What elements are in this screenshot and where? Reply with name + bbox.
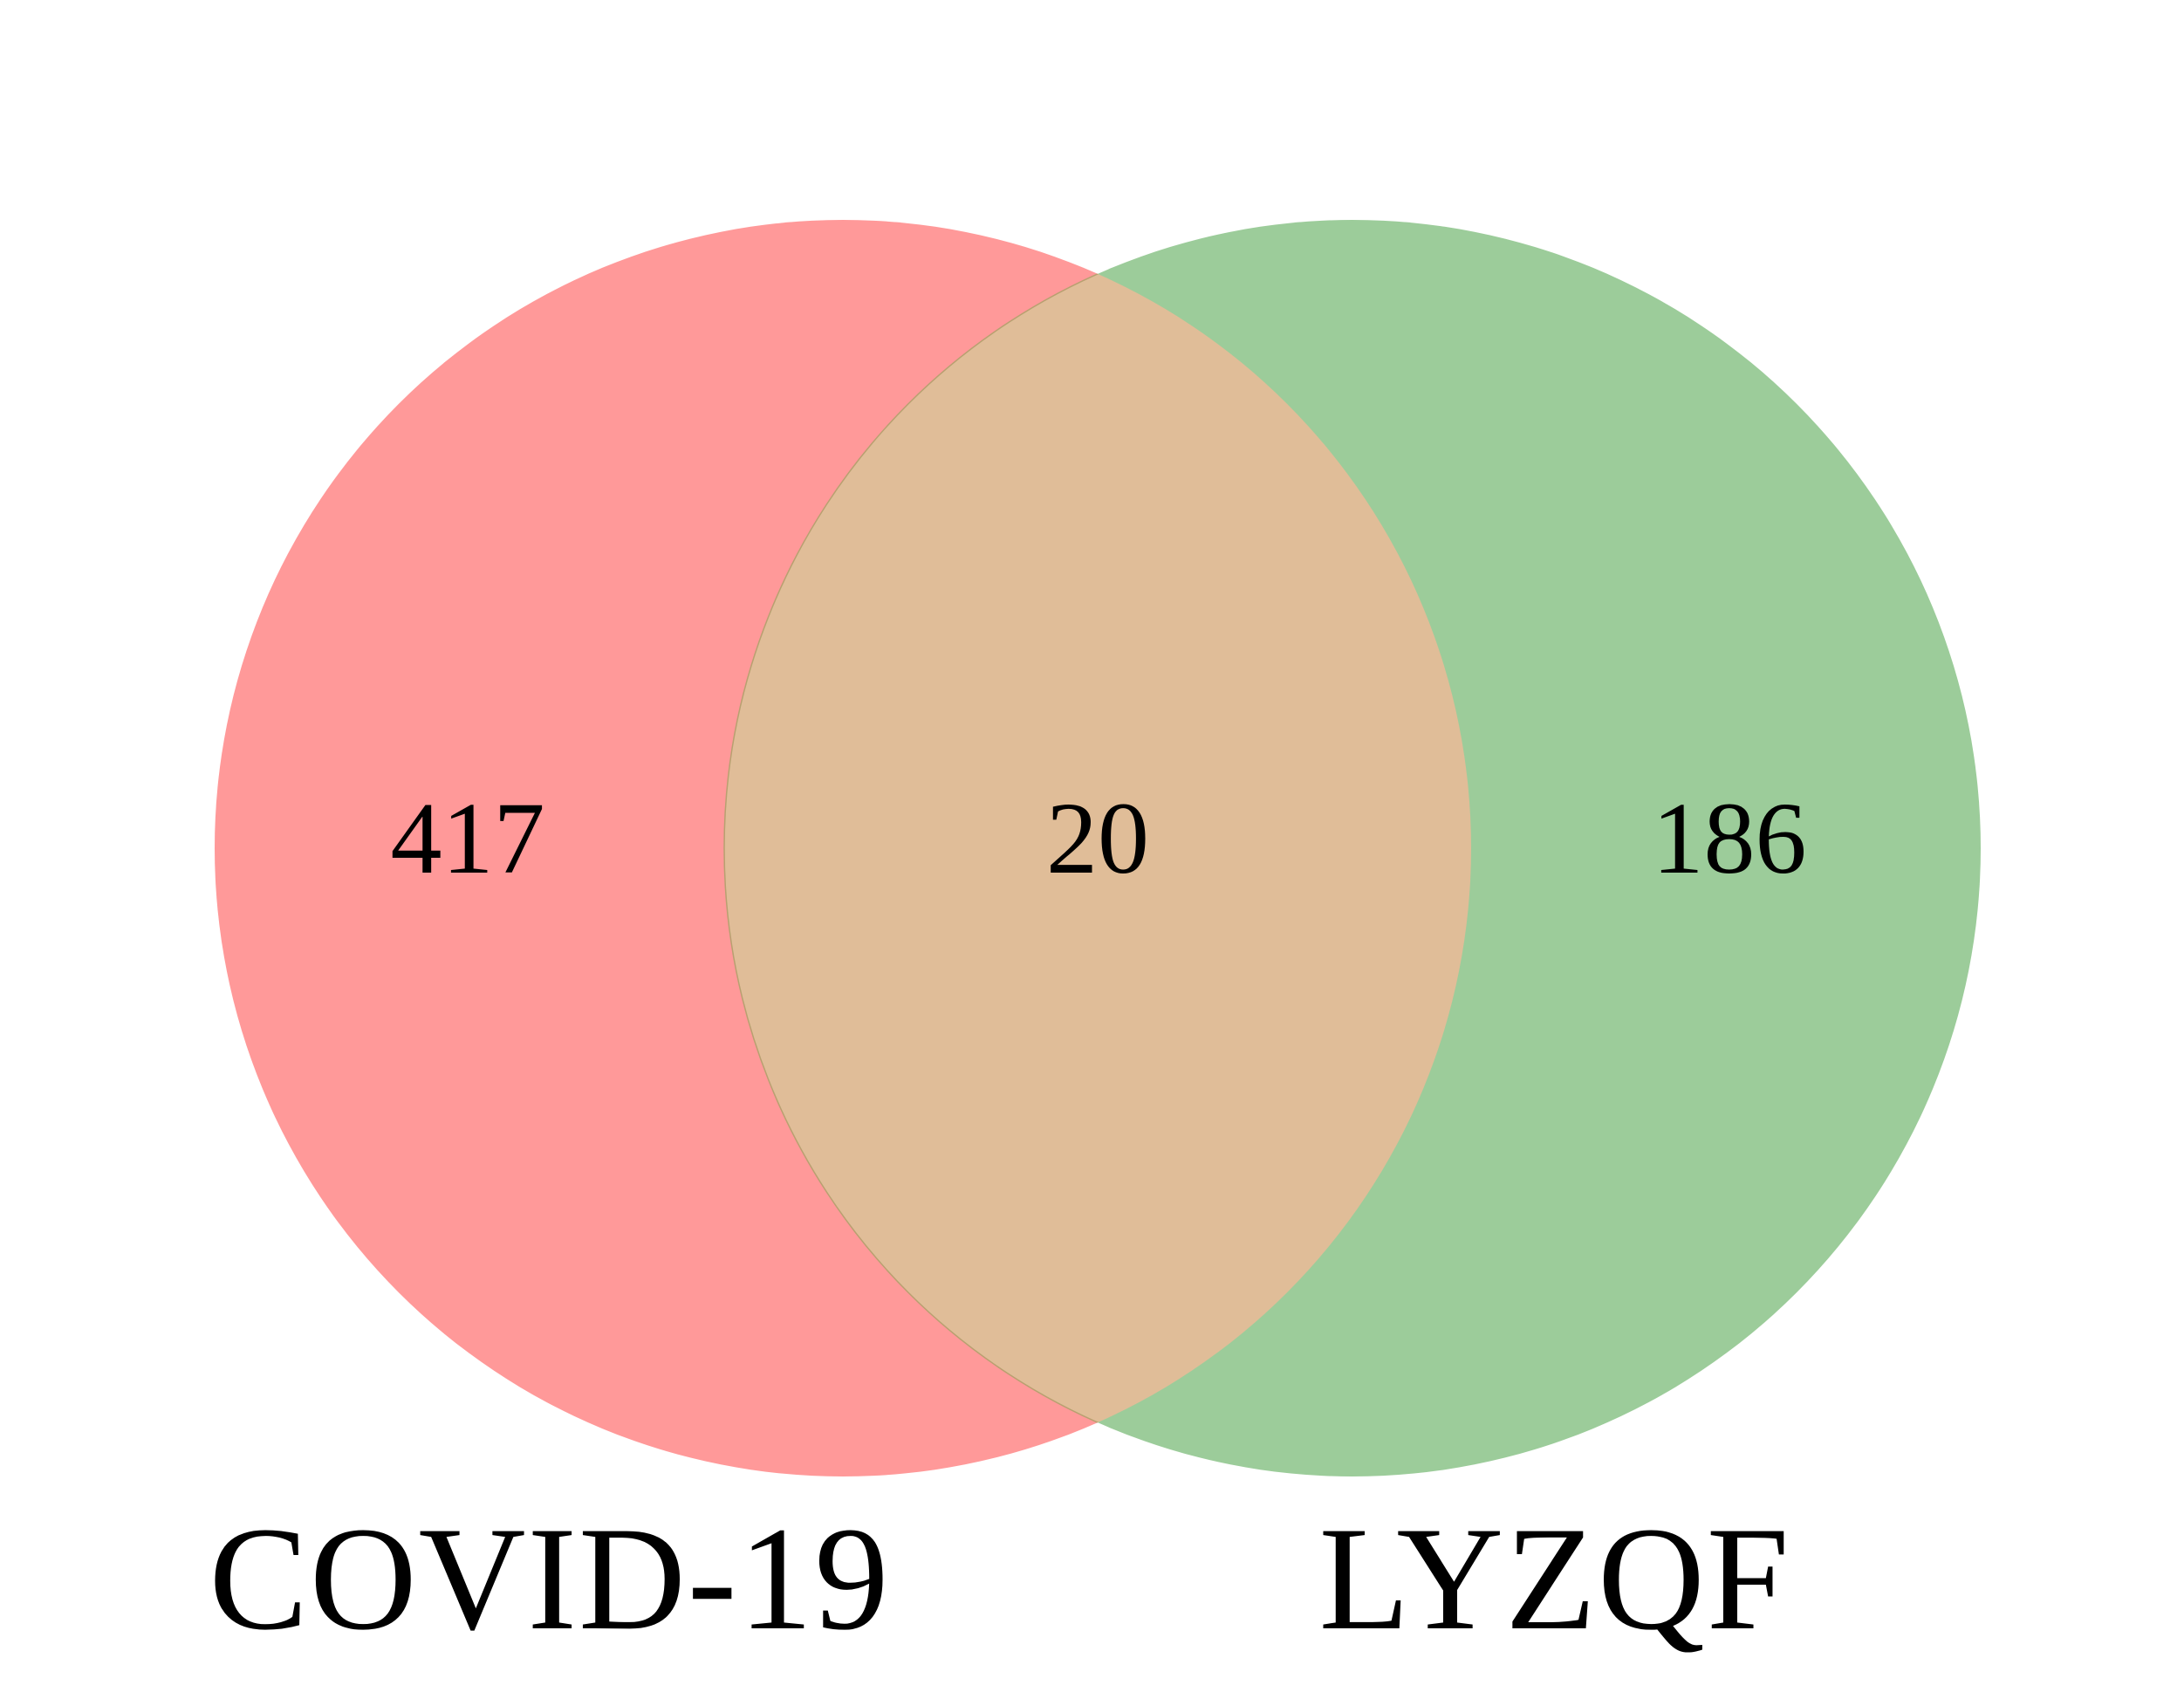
- covid19-only-count: 417: [391, 781, 545, 895]
- covid19-set-label: COVID-19: [209, 1497, 891, 1661]
- lyzqf-only-count: 186: [1653, 781, 1807, 895]
- intersection-region: [723, 220, 1471, 1476]
- lyzqf-set-label: LYZQF: [1319, 1497, 1791, 1661]
- intersection-count: 20: [1046, 781, 1149, 895]
